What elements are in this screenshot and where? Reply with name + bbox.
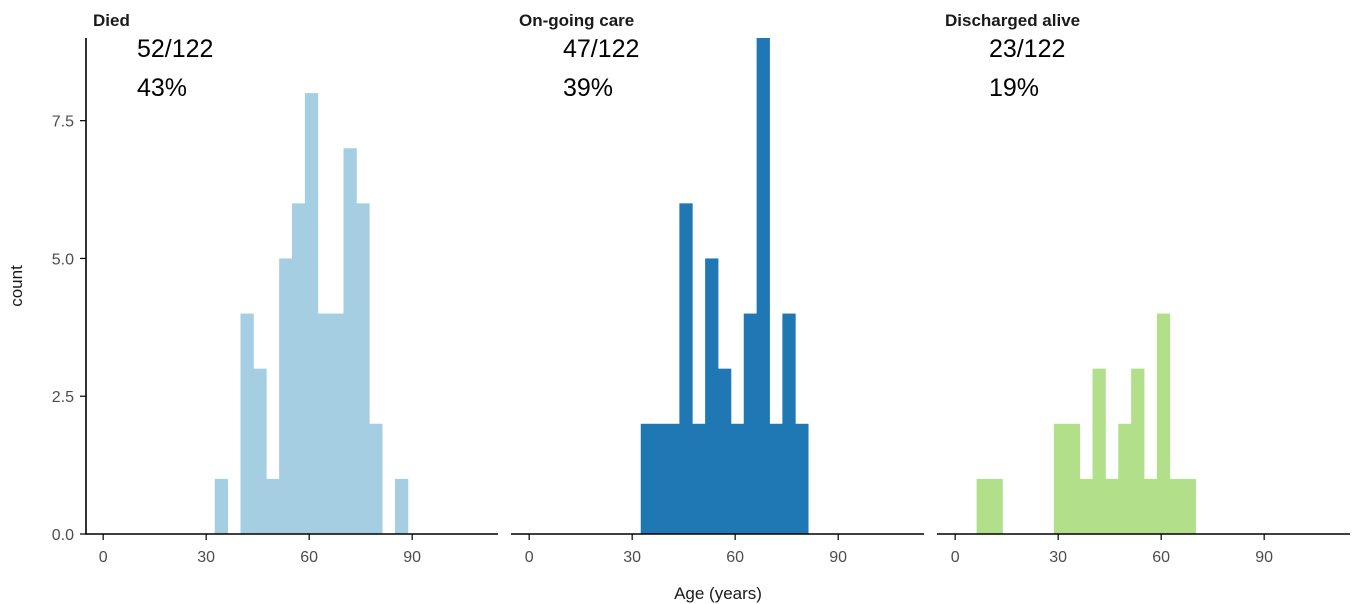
histogram-bar [782,313,796,534]
y-tick-label: 2.5 [52,389,74,406]
histogram-bar [1144,478,1158,534]
histogram-bar [666,423,680,534]
y-axis-title: count [7,265,26,307]
histogram-bar [730,423,745,534]
histogram-bar [356,203,370,535]
x-axis-title: Age (years) [674,584,762,603]
histogram-bar [240,313,254,534]
count-annotation: 23/122 [989,35,1065,63]
facet-title: Discharged alive [945,11,1080,30]
histogram-bar [705,258,719,534]
x-tick-label: 0 [951,549,960,566]
percent-annotation: 19% [989,74,1039,102]
x-tick-label: 90 [829,549,847,566]
count-annotation: 52/122 [137,35,213,63]
histogram-bar [266,478,280,534]
histogram-bar [369,423,383,534]
percent-annotation: 43% [137,74,187,102]
x-tick-label: 90 [403,549,421,566]
x-tick-label: 60 [726,549,744,566]
histogram-bar [317,313,332,534]
histogram-bar [1169,478,1184,534]
histogram-bar [976,478,990,534]
facet-title: Died [93,11,130,30]
histogram-bar [1156,313,1171,534]
x-tick-label: 90 [1255,549,1273,566]
histogram-bar [1105,478,1119,534]
histogram-bar [756,38,770,534]
facet-title: On-going care [519,11,634,30]
x-tick-label: 0 [525,549,534,566]
histogram-bar [1053,423,1068,534]
y-tick-label: 7.5 [52,114,74,131]
histogram-bar [989,478,1003,534]
histogram-bar [1066,423,1081,534]
histogram-bar [718,368,732,534]
histogram-bar [1079,478,1093,534]
percent-annotation: 39% [563,74,613,102]
histogram-bar [743,313,758,534]
histogram-bar [769,423,783,534]
x-tick-label: 30 [623,549,641,566]
x-tick-label: 0 [99,549,108,566]
histogram-bar [1092,368,1106,534]
histogram-bar [653,423,667,534]
x-tick-label: 60 [1152,549,1170,566]
histogram-bar [795,423,809,534]
y-tick-label: 0.0 [52,527,74,544]
histogram-bar [1182,478,1196,534]
histogram-bar [679,203,693,535]
count-annotation: 47/122 [563,35,639,63]
histogram-bar [343,148,357,534]
histogram-bar [279,258,293,534]
histogram-bar [640,423,655,534]
x-tick-label: 60 [300,549,318,566]
histogram-bar [692,423,706,534]
y-tick-label: 5.0 [52,251,74,268]
histogram-bar [330,313,344,534]
histogram-bar [304,93,319,534]
x-tick-label: 30 [1049,549,1067,566]
histogram-bar [214,478,229,534]
histogram-bar [1131,368,1145,534]
x-tick-label: 30 [197,549,215,566]
histogram-bar [253,368,267,534]
histogram-bar [292,203,306,535]
histogram-bar [395,478,409,534]
histogram-bar [1118,423,1132,534]
